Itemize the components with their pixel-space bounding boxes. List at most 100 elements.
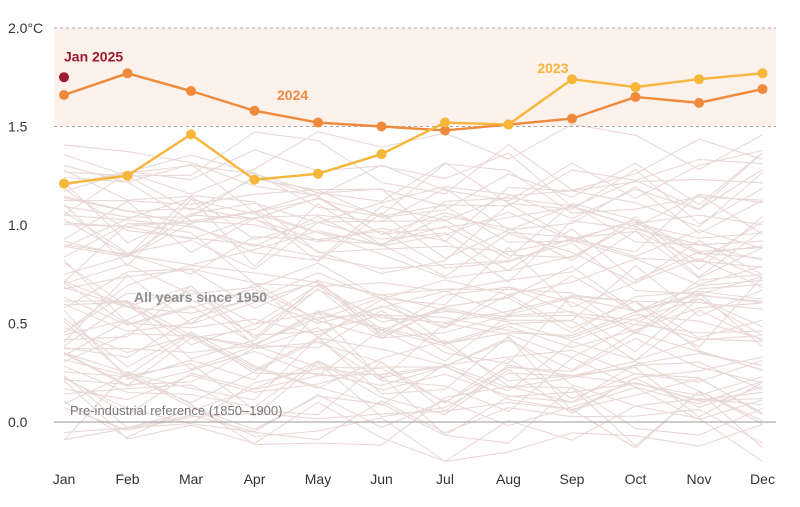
background-year-line	[63, 186, 763, 240]
series-point	[757, 84, 768, 95]
series-point	[186, 129, 196, 140]
background-year-line	[63, 297, 763, 362]
x-axis-ticks: Jan Feb Mar Apr May Jun Jul Aug Sep Oct Nov Dec	[53, 471, 775, 487]
series-point	[376, 121, 387, 132]
series-point	[313, 117, 323, 128]
series-point	[249, 105, 260, 116]
x-tick-label: Sep	[560, 471, 585, 487]
background-year-line	[63, 210, 763, 281]
background-year-line	[63, 131, 763, 195]
background-year-line	[63, 202, 763, 278]
x-tick-label: Dec	[750, 471, 775, 487]
x-tick-label: May	[305, 471, 331, 487]
series-point	[694, 74, 704, 85]
series-point	[503, 119, 514, 130]
series-point	[59, 89, 69, 100]
background-year-line	[63, 149, 763, 208]
background-year-line	[63, 152, 763, 217]
background-lines	[63, 123, 763, 463]
x-tick-label: Jul	[436, 471, 454, 487]
background-year-line	[63, 400, 763, 444]
background-year-line	[63, 290, 763, 358]
x-tick-label: Nov	[687, 471, 712, 487]
background-year-line	[63, 272, 763, 329]
y-tick-label: 2.0°C	[8, 20, 43, 36]
gridlines	[54, 27, 776, 423]
reference-label: Pre-industrial reference (1850–1900)	[70, 403, 282, 418]
background-year-line	[63, 211, 763, 266]
background-year-line	[63, 195, 763, 261]
background-year-line	[63, 341, 763, 416]
background-year-line	[63, 360, 763, 408]
series-point	[440, 125, 450, 136]
x-tick-label: Feb	[115, 471, 139, 487]
series-point	[440, 117, 450, 128]
background-year-line	[63, 317, 763, 406]
x-tick-label: Aug	[496, 471, 521, 487]
series-line	[63, 72, 763, 132]
x-tick-label: Jan	[53, 471, 76, 487]
background-year-line	[63, 359, 763, 418]
series-point	[376, 149, 387, 160]
background-year-line	[63, 370, 763, 449]
background-year-line	[63, 283, 763, 342]
series-point	[122, 68, 133, 79]
background-year-line	[63, 123, 763, 195]
threshold-band	[54, 28, 776, 127]
x-tick-label: Jun	[370, 471, 393, 487]
series-label: 2023	[537, 60, 568, 76]
series-point	[186, 86, 196, 97]
series-layer: 2024 2023 Jan 2025	[59, 48, 768, 189]
x-tick-label: Oct	[625, 471, 647, 487]
background-year-line	[63, 337, 763, 386]
x-tick-label: Mar	[179, 471, 203, 487]
series-point	[249, 174, 260, 185]
background-year-line	[63, 380, 763, 463]
background-year-line	[63, 188, 763, 252]
series-point	[567, 74, 577, 85]
background-year-line	[63, 176, 763, 243]
background-year-line	[63, 169, 763, 244]
y-axis-ticks: 2.0°C 1.5 1.0 0.5 0.0	[8, 20, 43, 430]
background-year-line	[63, 152, 763, 219]
background-year-line	[63, 246, 763, 308]
y-tick-label: 0.0	[8, 414, 28, 430]
series-line	[63, 72, 763, 185]
series-point	[59, 72, 69, 83]
background-year-line	[63, 365, 763, 416]
series-point	[567, 113, 577, 124]
background-year-line	[63, 285, 763, 372]
series-point	[757, 68, 768, 79]
background-year-line	[63, 320, 763, 407]
background-year-line	[63, 258, 763, 336]
series-point	[313, 168, 323, 179]
series-point	[122, 170, 133, 181]
x-tick-label: Apr	[244, 471, 266, 487]
y-tick-label: 0.5	[8, 316, 28, 332]
background-year-line	[63, 292, 763, 340]
background-year-line	[63, 356, 763, 429]
background-year-line	[63, 274, 763, 343]
series-point	[59, 178, 69, 189]
series-point	[630, 82, 641, 93]
background-year-line	[63, 333, 763, 403]
background-year-line	[63, 360, 763, 422]
background-year-line	[63, 335, 763, 412]
background-year-line	[63, 310, 763, 381]
series-label: Jan 2025	[64, 48, 123, 64]
background-series-label: All years since 1950	[134, 289, 267, 305]
background-year-line	[63, 334, 763, 401]
background-year-line	[63, 222, 763, 293]
background-year-line	[63, 193, 763, 257]
series-label: 2024	[277, 87, 308, 103]
series-point	[630, 91, 641, 102]
background-year-line	[63, 326, 763, 379]
series-point	[694, 97, 704, 108]
background-year-line	[63, 197, 763, 275]
background-year-line	[63, 197, 763, 258]
background-year-line	[63, 264, 763, 337]
y-tick-label: 1.5	[8, 119, 28, 135]
y-tick-label: 1.0	[8, 217, 28, 233]
background-year-line	[63, 163, 763, 216]
